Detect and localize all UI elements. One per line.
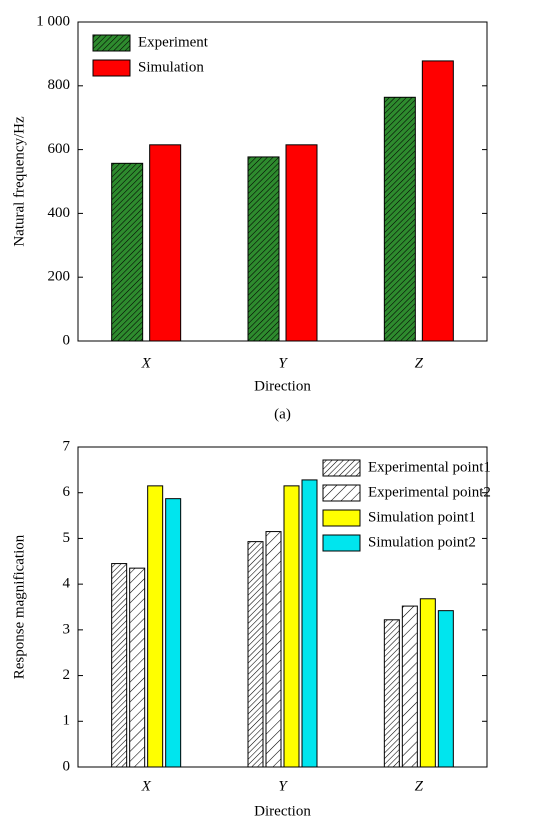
legend-label: Experiment [138,34,209,50]
y-tick-label: 600 [48,141,71,157]
bar [283,485,300,768]
bar [129,567,146,768]
x-tick-label: Y [278,355,288,371]
plot-frame [77,21,488,342]
y-tick-label: 3 [63,621,71,637]
x-tick-label: Y [278,778,288,794]
x-axis-label: Direction [254,378,311,394]
legend-label: Experimental point2 [368,484,491,500]
y-tick-label: 0 [63,332,71,348]
x-tick-label: X [141,778,152,794]
bar [301,479,318,768]
y-tick-label: 200 [48,269,71,285]
bar [421,60,454,342]
y-tick-label: 4 [63,576,71,592]
legend-swatch [322,459,361,477]
legend-label: Simulation point2 [368,534,476,550]
bar [401,605,418,768]
legend-swatch [322,534,361,552]
x-tick-label: Z [415,778,424,794]
legend-swatch [92,59,131,77]
legend-swatch [92,34,131,52]
y-tick-label: 5 [63,530,71,546]
x-axis-label: Direction [254,803,311,819]
bar [165,498,182,768]
bar [437,610,454,768]
x-tick-label: X [141,355,152,371]
y-tick-label: 2 [63,667,71,683]
bar [419,598,436,768]
bar [111,162,144,342]
y-tick-label: 1 [63,713,71,729]
plot-frame [77,446,488,768]
y-tick-label: 400 [48,205,71,221]
bar [265,531,282,768]
bar [111,563,128,768]
bar [285,144,318,342]
legend-label: Experimental point1 [368,459,491,475]
bar [383,96,416,342]
annotation: (a) [274,406,291,422]
y-tick-label: 0 [63,758,71,774]
y-tick-label: 800 [48,77,71,93]
y-tick-label: 6 [63,484,71,500]
bar [383,619,400,768]
y-axis-label: Response magnification [11,534,27,679]
legend-label: Simulation [138,59,204,75]
bar [147,485,164,768]
bar [149,144,182,342]
bar [247,541,264,768]
bar [247,156,280,342]
y-tick-label: 1 000 [36,13,70,29]
legend-swatch [322,509,361,527]
x-tick-label: Z [415,355,424,371]
legend-swatch [322,484,361,502]
legend-label: Simulation point1 [368,509,476,525]
y-tick-label: 7 [63,438,71,454]
y-axis-label: Natural frequency/Hz [11,116,27,247]
